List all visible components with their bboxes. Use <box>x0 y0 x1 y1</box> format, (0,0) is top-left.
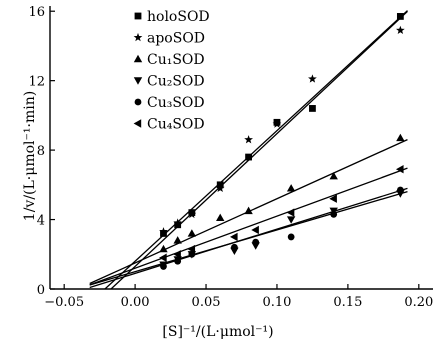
data-point <box>395 165 404 174</box>
x-tick-label: 0.20 <box>404 295 433 310</box>
fit-line-2 <box>110 10 408 289</box>
data-point <box>252 238 260 246</box>
data-point <box>396 13 404 20</box>
legend-item: holoSOD <box>134 9 210 25</box>
data-point <box>330 210 338 218</box>
data-point <box>251 225 259 235</box>
series-4-markers <box>159 190 405 269</box>
data-point <box>173 236 182 244</box>
x-tick-label: 0.15 <box>333 295 362 310</box>
data-point <box>396 25 405 35</box>
legend-item: Cu₃SOD <box>134 95 205 111</box>
data-point <box>396 186 404 194</box>
data-point <box>159 253 167 262</box>
legend-label: apoSOD <box>147 31 205 47</box>
fit-line-1 <box>104 10 408 289</box>
data-point <box>173 218 183 227</box>
legend-label: Cu₃SOD <box>147 95 205 111</box>
data-point <box>187 229 197 237</box>
data-point <box>329 194 337 203</box>
legend-marker <box>134 12 142 20</box>
axes <box>49 6 433 290</box>
legend-marker <box>133 77 143 85</box>
fit-lines <box>89 10 408 289</box>
series-5-markers <box>160 186 404 270</box>
data-point <box>244 135 253 144</box>
x-tick-label: 0.05 <box>192 295 221 310</box>
data-point <box>286 216 296 224</box>
data-point <box>329 171 338 180</box>
data-point <box>159 244 168 253</box>
y-tick-label: 8 <box>37 144 45 159</box>
legend-marker <box>134 98 142 106</box>
data-point <box>396 133 405 142</box>
data-point <box>231 243 238 251</box>
legend-item: Cu₂SOD <box>133 74 205 90</box>
data-point <box>286 184 296 192</box>
data-point <box>245 153 252 161</box>
y-axis-title: 1/v/(L·μmol⁻¹·min) <box>22 91 38 221</box>
data-point <box>174 257 182 265</box>
data-point <box>230 232 238 242</box>
legend-label: Cu₄SOD <box>147 117 205 133</box>
data-point <box>216 213 225 222</box>
legend-label: Cu₁SOD <box>147 52 205 68</box>
legend-item: Cu₁SOD <box>133 52 205 68</box>
data-point <box>215 183 225 193</box>
x-tick-label: 0.00 <box>121 295 150 310</box>
legend-label: holoSOD <box>147 9 210 25</box>
series-3-markers <box>159 133 405 253</box>
series-6-markers <box>159 165 404 262</box>
series-2-markers <box>159 25 405 236</box>
data-point <box>173 250 181 259</box>
data-markers <box>159 13 405 270</box>
legend-item: apoSOD <box>133 31 205 47</box>
legend: holoSOD apoSOD Cu₁SOD Cu₂SOD Cu₃SOD Cu₄SOD <box>133 9 210 133</box>
data-point <box>188 250 196 258</box>
data-point <box>160 263 167 270</box>
data-point <box>286 208 295 217</box>
y-tick-label: 12 <box>28 75 45 90</box>
fit-line-6 <box>89 167 408 286</box>
y-tick-label: 4 <box>37 214 45 229</box>
fit-line-5 <box>89 187 408 289</box>
x-tick-label: −0.05 <box>44 295 84 310</box>
data-point <box>244 206 253 215</box>
data-point <box>308 74 317 83</box>
data-point <box>159 227 168 236</box>
x-axis-title: [S]⁻¹/(L·μmol⁻¹) <box>162 324 273 340</box>
data-point <box>187 209 197 219</box>
legend-item: Cu₄SOD <box>133 117 205 133</box>
data-point <box>287 233 295 241</box>
data-point <box>187 244 196 254</box>
data-point <box>309 105 316 112</box>
data-point <box>272 119 282 128</box>
x-tick-label: 0.10 <box>262 295 291 310</box>
ticks: −0.05 0.00 0.05 0.10 0.15 0.20 0 4 8 12 16 <box>28 5 433 310</box>
legend-marker <box>133 54 143 63</box>
y-tick-label: 0 <box>37 283 45 298</box>
y-tick-label: 16 <box>28 5 45 20</box>
legend-marker <box>133 32 143 42</box>
legend-label: Cu₂SOD <box>147 74 205 90</box>
legend-marker <box>133 119 142 128</box>
